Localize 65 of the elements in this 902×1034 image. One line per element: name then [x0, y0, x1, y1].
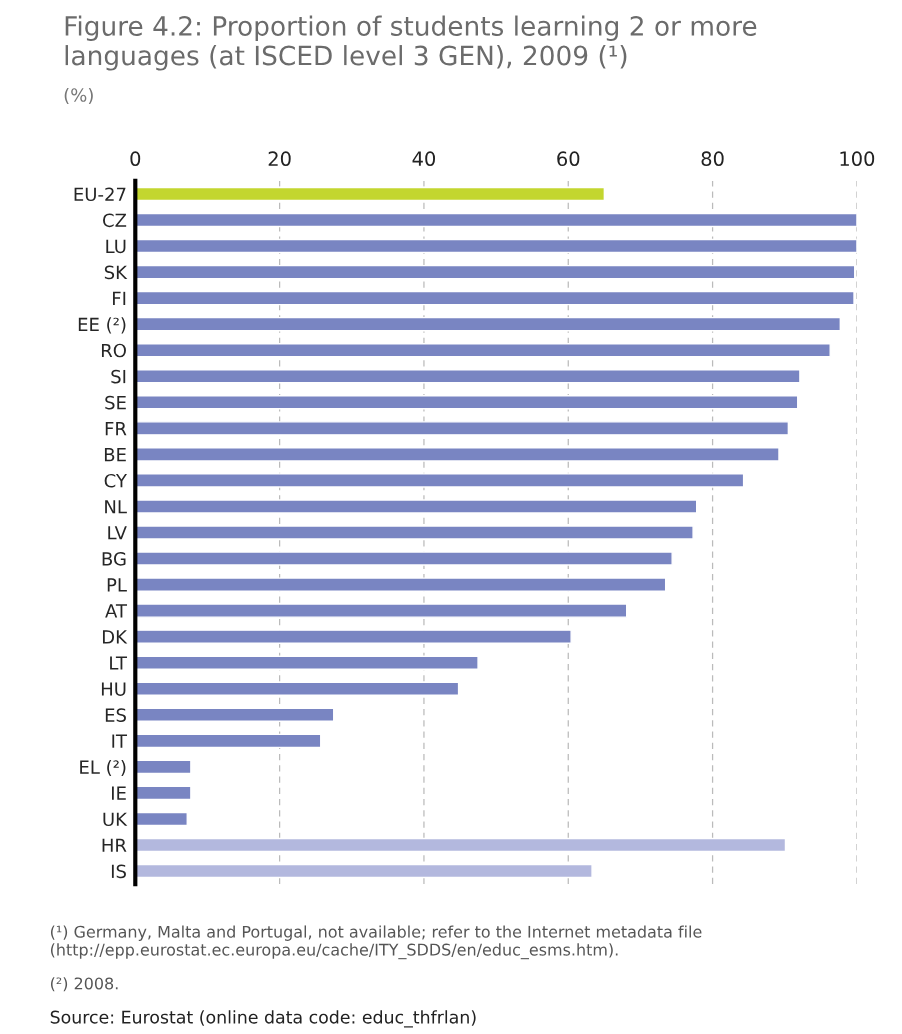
bar	[135, 369, 801, 384]
y-tick-label: AT	[105, 604, 128, 618]
y-tick-label: ES	[105, 708, 126, 722]
y-tick-label: HU	[101, 682, 126, 696]
y-tick-label: EE (²)	[78, 317, 126, 334]
x-tick-label: 20	[268, 151, 291, 167]
y-tick-label: FR	[105, 422, 127, 436]
x-tick-label: 60	[557, 151, 580, 167]
bar	[135, 577, 667, 592]
y-tick-label: SK	[104, 265, 128, 280]
bar	[135, 290, 855, 306]
x-tick-label: 80	[701, 151, 724, 167]
y-tick-label: RO	[101, 343, 126, 358]
bar	[135, 447, 780, 462]
y-tick-label: FI	[113, 291, 126, 305]
bar	[135, 525, 694, 540]
y-tick-label: LV	[108, 526, 127, 540]
source-note: Source: Eurostat (online data code: educ_thfrlan)	[50, 1010, 476, 1028]
y-tick-label: CZ	[103, 213, 127, 228]
y-tick-label: EU-27	[74, 187, 126, 202]
chart-title: Figure 4.2: Proportion of students learning 2 or more languages (at ISCED level 3 GEN), 2009 (¹)	[65, 15, 757, 71]
bar	[135, 707, 335, 723]
bar	[135, 811, 188, 827]
bar	[135, 785, 192, 801]
y-tick-label: SI	[111, 369, 126, 384]
bar	[135, 343, 831, 358]
text: (²) 2008.	[50, 977, 118, 992]
x-tick-label: 0	[130, 151, 141, 167]
y-tick-label: HR	[102, 838, 127, 852]
bar	[135, 316, 841, 332]
y-tick-label: CY	[104, 473, 127, 488]
bar	[135, 603, 628, 618]
bar	[135, 551, 673, 566]
y-tick-label: BE	[104, 448, 126, 462]
y-tick-label: PL	[107, 578, 127, 592]
y-tick-label: UK	[103, 812, 128, 827]
bar	[135, 421, 790, 436]
y-tick-label: EL (²)	[80, 760, 126, 777]
chart-subtitle: (%)	[64, 87, 93, 104]
y-tick-label: DK	[103, 630, 128, 644]
bar	[135, 837, 787, 853]
bar	[135, 264, 856, 280]
y-tick-label: LU	[106, 239, 126, 254]
y-tick-label: BG	[102, 552, 126, 566]
bar	[135, 186, 606, 202]
x-tick-label: 40	[412, 151, 436, 167]
text: (¹) Germany, Malta and Portugal, not available; refer to the Internet metadata file (http://epp.eurostat.ec.europa.eu/cache/ITY_SDDS/en/educ_esms.htm).	[50, 925, 702, 960]
y-tick-label: NL	[105, 500, 127, 514]
bar	[135, 733, 322, 749]
y-tick-label: IT	[112, 734, 128, 748]
x-tick-label: 100	[840, 151, 875, 167]
y-tick-label: IE	[112, 786, 126, 800]
bar	[135, 759, 192, 775]
bar	[135, 499, 698, 514]
bar	[135, 238, 857, 254]
bar	[135, 863, 593, 879]
bar	[135, 395, 799, 410]
bar	[135, 212, 857, 228]
bar	[135, 473, 745, 488]
bar	[135, 629, 572, 644]
y-tick-label: SE	[105, 395, 126, 410]
bar	[135, 681, 460, 696]
y-tick-label: IS	[111, 864, 126, 879]
y-tick-label: LT	[110, 656, 128, 670]
bar	[135, 655, 479, 670]
